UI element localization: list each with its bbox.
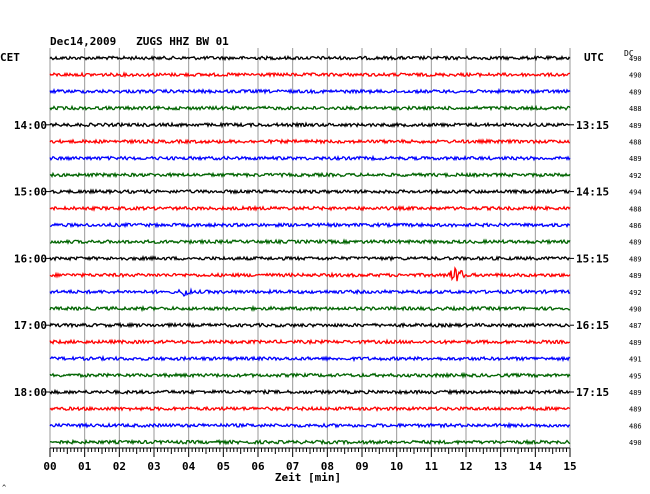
seismic-trace — [49, 238, 571, 246]
utc-time-label: 14:15 — [576, 186, 609, 199]
x-tick-label: 10 — [390, 460, 403, 473]
seismic-trace — [49, 87, 571, 95]
utc-time-label: 15:15 — [576, 252, 609, 265]
dc-value: 492 — [629, 289, 642, 297]
x-tick-label: 05 — [217, 460, 230, 473]
seismic-trace — [49, 287, 571, 297]
x-tick-label: 03 — [147, 460, 160, 473]
grid-layer — [46, 48, 574, 457]
seismic-trace — [49, 354, 571, 363]
corner-mark: ^ — [2, 484, 6, 492]
dc-value: 488 — [629, 139, 642, 147]
seismic-trace — [49, 388, 571, 396]
dc-value: 489 — [629, 406, 642, 414]
cet-time-label: 17:00 — [14, 319, 47, 332]
cet-time-label: 14:00 — [14, 119, 47, 132]
dc-label: DC — [624, 49, 634, 58]
trace-layer — [49, 54, 571, 446]
x-tick-label: 09 — [355, 460, 368, 473]
cet-label: CET — [0, 51, 20, 64]
dc-value: 494 — [629, 189, 642, 197]
label-layer: 00 01 02 03 04 05 06 07 08 09 10 11 12 13 14 15 490 490 48… — [14, 55, 642, 473]
dc-value: 495 — [629, 372, 642, 380]
seismic-trace — [49, 204, 571, 212]
seismic-trace — [49, 71, 571, 79]
seismic-trace — [49, 138, 571, 145]
utc-label: UTC — [584, 51, 604, 64]
seismic-trace — [49, 255, 571, 262]
dc-value: 492 — [629, 172, 642, 180]
dc-value: 489 — [629, 239, 642, 247]
seismic-trace — [49, 421, 571, 430]
seismic-trace — [49, 171, 571, 179]
x-tick-label: 14 — [529, 460, 543, 473]
seismic-trace — [49, 371, 571, 380]
dc-value: 489 — [629, 389, 642, 397]
chart-title: Dec14,2009 ZUGS HHZ BW 01 — [50, 35, 229, 48]
dc-value: 486 — [629, 422, 642, 430]
dc-value: 489 — [629, 122, 642, 130]
dc-value: 490 — [629, 55, 642, 63]
dc-value: 489 — [629, 272, 642, 280]
seismic-trace — [49, 321, 571, 329]
seismic-trace — [49, 438, 571, 446]
utc-time-label: 16:15 — [576, 319, 609, 332]
dc-value: 489 — [629, 88, 642, 96]
x-tick-label: 15 — [563, 460, 576, 473]
dc-value: 490 — [629, 306, 642, 314]
seismic-trace — [49, 221, 571, 229]
dc-value: 490 — [629, 72, 642, 80]
utc-time-label: 13:15 — [576, 119, 609, 132]
x-tick-label: 00 — [43, 460, 56, 473]
dc-value: 487 — [629, 322, 642, 330]
seismic-trace — [49, 266, 571, 282]
seismic-trace — [49, 154, 571, 162]
x-tick-label: 01 — [78, 460, 92, 473]
cet-time-label: 15:00 — [14, 186, 47, 199]
dc-value: 490 — [629, 439, 642, 447]
seismic-trace — [49, 304, 571, 313]
x-tick-label: 12 — [459, 460, 472, 473]
x-tick-label: 11 — [425, 460, 439, 473]
utc-time-label: 17:15 — [576, 386, 609, 399]
x-tick-label: 07 — [286, 460, 299, 473]
dc-value: 488 — [629, 205, 642, 213]
seismic-trace — [49, 405, 571, 413]
seismic-trace — [49, 104, 571, 112]
dc-value: 491 — [629, 356, 642, 364]
x-tick-label: 04 — [182, 460, 196, 473]
dc-value: 489 — [629, 339, 642, 347]
dc-value: 489 — [629, 255, 642, 263]
x-tick-label: 02 — [113, 460, 126, 473]
x-tick-label: 13 — [494, 460, 507, 473]
dc-value: 486 — [629, 222, 642, 230]
dc-value: 488 — [629, 105, 642, 113]
seismic-trace — [49, 188, 571, 196]
x-tick-label: 06 — [251, 460, 265, 473]
x-tick-label: 08 — [321, 460, 334, 473]
seismic-trace — [49, 338, 571, 346]
cet-time-label: 16:00 — [14, 252, 47, 265]
x-axis-label: Zeit [min] — [275, 471, 341, 484]
seismic-trace — [49, 54, 571, 62]
seismic-trace — [49, 121, 571, 129]
cet-time-label: 18:00 — [14, 386, 47, 399]
dc-value: 489 — [629, 155, 642, 163]
